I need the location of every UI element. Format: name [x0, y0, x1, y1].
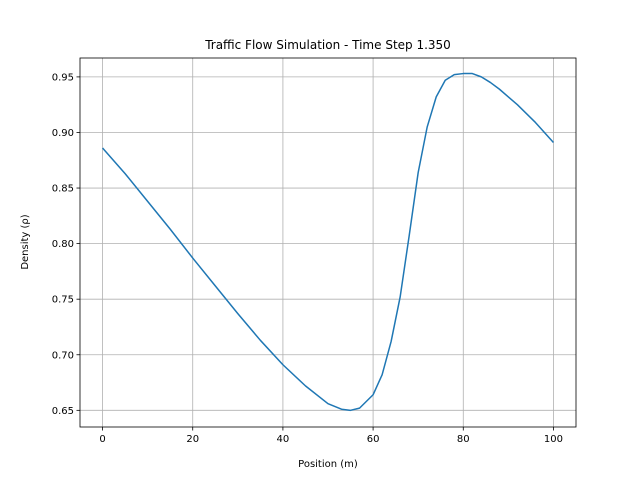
x-tick-label: 20	[186, 434, 199, 445]
x-tick-label: 0	[99, 434, 105, 445]
x-tick-label: 80	[457, 434, 470, 445]
y-axis: 0.65 0.70 0.75 0.80 0.85 0.90 0.95	[52, 72, 80, 417]
y-tick-label: 0.80	[52, 239, 74, 250]
y-tick-label: 0.85	[52, 184, 74, 195]
y-tick-label: 0.70	[52, 350, 74, 361]
plot-area	[79, 57, 577, 428]
y-tick-label: 0.95	[52, 72, 74, 83]
axes-frame	[79, 57, 577, 428]
y-tick-label: 0.75	[52, 295, 74, 306]
x-tick-label: 60	[367, 434, 380, 445]
y-tick-label: 0.90	[52, 128, 74, 139]
grid	[80, 58, 576, 427]
series-layer	[101, 72, 555, 412]
density-series-line	[101, 72, 555, 412]
x-axis-label: Position (m)	[298, 459, 358, 470]
x-axis: 0 20 40 60 80 100	[99, 427, 563, 445]
x-tick-label: 100	[544, 434, 563, 445]
chart-title: Traffic Flow Simulation - Time Step 1.35…	[204, 38, 451, 52]
y-tick-label: 0.65	[52, 406, 74, 417]
x-tick-label: 40	[277, 434, 290, 445]
y-axis-label: Density (ρ)	[20, 214, 31, 269]
